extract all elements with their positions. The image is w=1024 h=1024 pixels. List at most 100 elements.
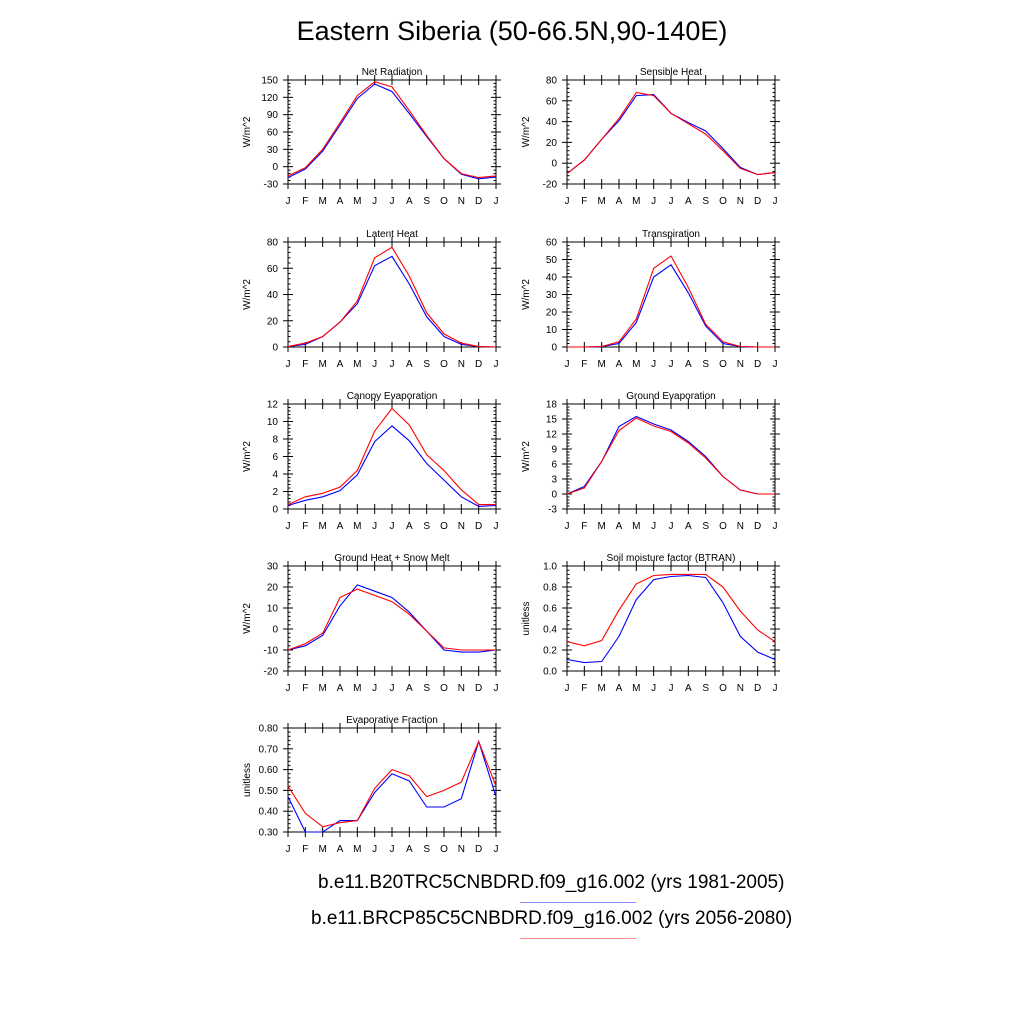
x-tick-label: O [719, 521, 727, 532]
y-tick-label: 2 [272, 487, 278, 498]
figure-title: Eastern Siberia (50-66.5N,90-140E) [296, 16, 728, 46]
y-tick-label: 20 [546, 138, 558, 149]
x-tick-label: N [737, 196, 744, 207]
x-tick-label: O [719, 359, 727, 370]
x-tick-label: M [353, 844, 361, 855]
x-tick-label: M [597, 521, 605, 532]
y-tick-label: 6 [272, 452, 278, 463]
panel-title: Net Radiation [362, 67, 423, 78]
x-tick-label: D [475, 359, 482, 370]
y-tick-label: 6 [551, 460, 557, 471]
series-line-0 [287, 83, 497, 180]
y-tick-label: -3 [548, 505, 557, 516]
x-tick-label: M [632, 196, 640, 207]
x-tick-label: J [286, 683, 291, 694]
panel-frame [566, 403, 776, 510]
series-line-0 [566, 574, 776, 664]
x-tick-label: M [318, 196, 326, 207]
panel-frame [287, 565, 497, 672]
x-tick-label: J [494, 196, 499, 207]
x-tick-label: A [337, 521, 344, 532]
x-tick-label: D [754, 196, 761, 207]
x-tick-label: N [737, 683, 744, 694]
series-line-1 [287, 588, 496, 651]
x-tick-label: J [372, 683, 377, 694]
x-tick-label: D [475, 196, 482, 207]
y-tick-label: 0 [551, 343, 557, 354]
x-tick-label: M [318, 844, 326, 855]
x-tick-label: J [651, 683, 656, 694]
y-tick-label: 0 [272, 343, 278, 354]
series-line-0 [567, 264, 775, 348]
x-tick-label: J [286, 359, 291, 370]
x-tick-label: S [423, 683, 430, 694]
x-tick-label: J [494, 683, 499, 694]
y-tick-label: 30 [267, 562, 279, 573]
y-tick-label: 40 [546, 273, 558, 284]
x-tick-label: M [632, 521, 640, 532]
x-tick-label: A [406, 359, 413, 370]
x-tick-label: N [458, 196, 465, 207]
y-tick-label: 15 [546, 415, 558, 426]
panel-title: Sensible Heat [640, 67, 702, 78]
x-tick-label: A [337, 359, 344, 370]
x-tick-label: O [440, 359, 448, 370]
x-tick-label: O [440, 683, 448, 694]
y-tick-label: 0.6 [543, 604, 557, 615]
x-tick-label: M [597, 196, 605, 207]
panel-frame [287, 727, 497, 833]
y-axis-label: W/m^2 [521, 116, 532, 147]
y-tick-label: 60 [546, 238, 558, 249]
y-axis-label: W/m^2 [242, 116, 253, 147]
x-tick-label: D [754, 521, 761, 532]
x-tick-label: F [581, 359, 587, 370]
y-tick-label: 0.50 [259, 786, 279, 797]
x-tick-label: J [494, 359, 499, 370]
panel-title: Evaporative Fraction [346, 715, 438, 726]
x-tick-label: S [423, 521, 430, 532]
x-tick-label: A [616, 683, 623, 694]
y-tick-label: 1.0 [543, 562, 557, 573]
x-tick-label: A [616, 359, 623, 370]
x-tick-label: O [440, 521, 448, 532]
x-tick-label: F [302, 683, 308, 694]
series-line-0 [566, 94, 776, 176]
x-tick-label: J [390, 521, 395, 532]
x-tick-label: J [372, 359, 377, 370]
y-tick-label: 10 [546, 325, 558, 336]
x-tick-label: J [286, 521, 291, 532]
y-axis-label: W/m^2 [521, 441, 532, 472]
y-tick-label: 0 [551, 490, 557, 501]
series-line-1 [566, 573, 776, 647]
x-tick-label: J [565, 359, 570, 370]
series-line-1 [287, 81, 497, 179]
x-tick-label: M [597, 683, 605, 694]
panel-frame [566, 241, 776, 348]
y-tick-label: 0.2 [543, 646, 557, 657]
y-tick-label: 40 [546, 117, 558, 128]
series-line-1 [287, 407, 496, 506]
x-tick-label: A [337, 196, 344, 207]
y-tick-label: 12 [267, 400, 279, 411]
x-tick-label: M [632, 359, 640, 370]
x-tick-label: J [372, 844, 377, 855]
x-tick-label: J [494, 521, 499, 532]
y-tick-label: 0.0 [543, 667, 557, 678]
y-tick-label: 8 [272, 435, 278, 446]
y-tick-label: 0 [551, 159, 557, 170]
x-tick-label: A [685, 359, 692, 370]
x-tick-label: J [651, 521, 656, 532]
x-tick-label: S [423, 196, 430, 207]
x-tick-label: A [406, 844, 413, 855]
y-tick-label: 80 [267, 238, 279, 249]
y-axis-label: W/m^2 [242, 441, 253, 472]
x-tick-label: J [565, 683, 570, 694]
x-tick-label: N [458, 683, 465, 694]
y-tick-label: 80 [546, 76, 558, 87]
y-tick-label: -30 [264, 180, 279, 191]
x-tick-label: N [737, 521, 744, 532]
x-tick-label: J [773, 359, 778, 370]
series-line-1 [567, 255, 775, 348]
panel-title: Ground Heat + Snow Melt [334, 553, 450, 564]
